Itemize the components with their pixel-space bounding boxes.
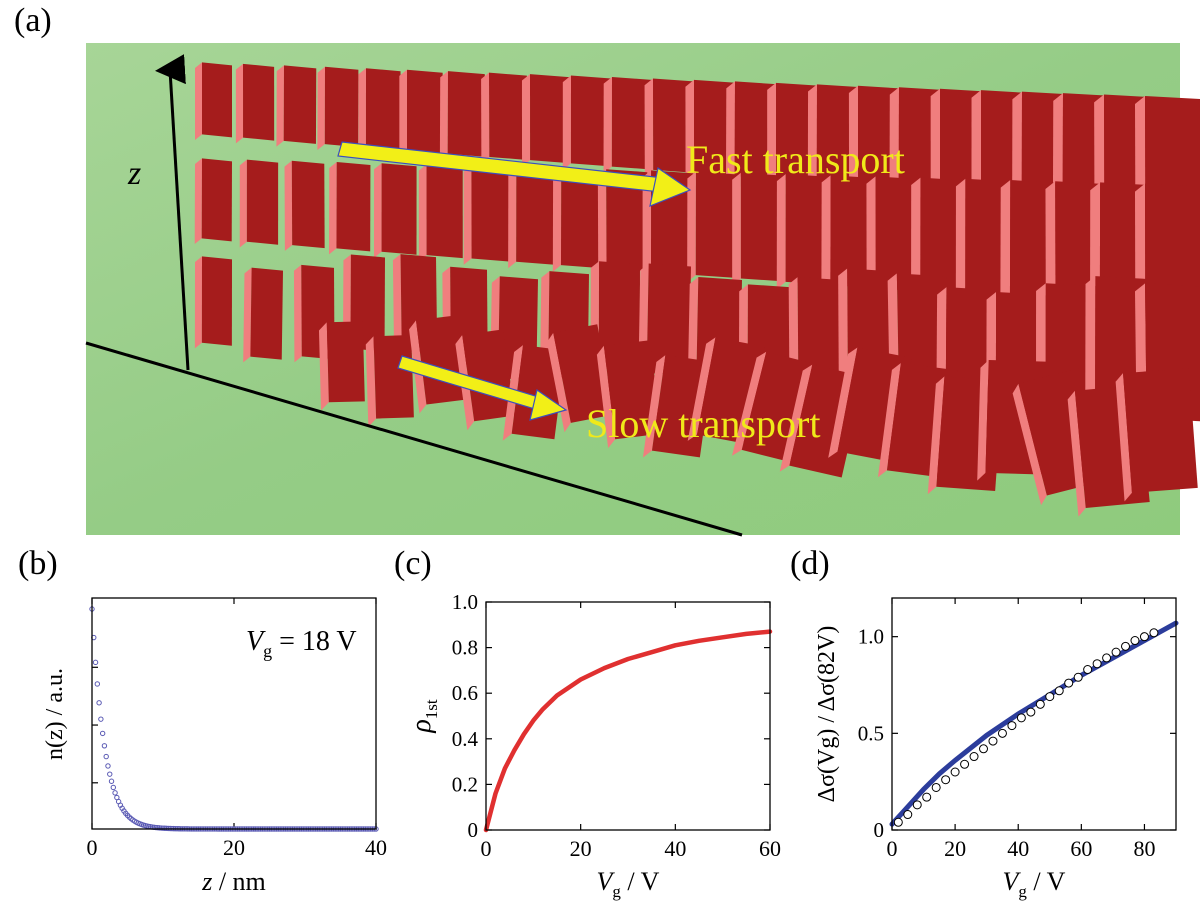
panel-label-a: (a) bbox=[14, 2, 52, 39]
chart-b-point bbox=[156, 825, 163, 831]
fast-transport-label: Fast transport bbox=[686, 137, 905, 182]
chart-d-frame bbox=[891, 597, 1177, 831]
chart-c-ytick-label: 1.0 bbox=[452, 590, 478, 614]
chart-d-point bbox=[1139, 632, 1149, 642]
z-axis-label: z bbox=[127, 155, 141, 192]
chart-b-point bbox=[107, 771, 113, 777]
chart-d-point bbox=[893, 817, 903, 827]
transport-illustration: z Fast transport Slow transport bbox=[85, 43, 1200, 537]
chart-d-point bbox=[941, 775, 951, 785]
chart-b-point bbox=[160, 825, 166, 831]
chart-d-point bbox=[950, 767, 960, 777]
chart-b-point bbox=[110, 784, 117, 791]
chart-b-point bbox=[105, 763, 111, 769]
chart-d-point bbox=[1064, 678, 1074, 688]
chart-b-xlabel: z / nm bbox=[201, 867, 266, 896]
chart-c-ylabel: ρ1st bbox=[406, 699, 441, 734]
chart-d-point bbox=[1035, 699, 1045, 709]
z-axis-line bbox=[155, 54, 190, 371]
chart-b-point bbox=[101, 743, 108, 749]
chart-d: 0 20 40 60 80 0 0.5 1.0 Vg / V Δσ(Vg) / Δσ(82V) bbox=[814, 597, 1179, 901]
chart-b-xtick-label: 0 bbox=[87, 835, 98, 860]
chart-c: 0 20 40 60 0 0.2 0.4 0.6 0.8 1.0 Vg / V ρ1st bbox=[406, 590, 781, 901]
chart-d-point bbox=[997, 728, 1007, 738]
chart-d-point bbox=[1007, 721, 1017, 731]
chart-c-series-line bbox=[483, 629, 773, 833]
chart-d-ytick-label: 0.5 bbox=[858, 721, 884, 745]
chart-d-point bbox=[903, 810, 913, 820]
baseline-edge bbox=[85, 341, 743, 537]
chart-b-point bbox=[99, 730, 106, 737]
chart-d-point bbox=[960, 759, 970, 769]
chart-b-point bbox=[158, 825, 164, 831]
chart-b-annotation: Vg = 18 V bbox=[246, 626, 357, 661]
chart-d-point bbox=[1026, 707, 1036, 717]
chart-c-xtick-label: 40 bbox=[664, 836, 686, 861]
chart-d-xtick-label: 20 bbox=[944, 836, 966, 861]
chart-d-point bbox=[1073, 672, 1083, 682]
chart-b-frame bbox=[91, 597, 377, 830]
chart-d-ytick-label: 0 bbox=[874, 818, 885, 842]
panel-label-d: (d) bbox=[790, 545, 830, 582]
chart-d-point bbox=[1130, 636, 1140, 646]
chart-d-point bbox=[1016, 713, 1026, 723]
chart-d-point bbox=[1083, 665, 1093, 675]
chart-d-point bbox=[988, 736, 998, 746]
chart-d-point bbox=[979, 744, 989, 754]
chart-d-fit-line bbox=[889, 620, 1179, 827]
chart-d-point bbox=[1149, 628, 1159, 638]
chart-d-xtick-label: 0 bbox=[887, 836, 898, 861]
fast-transport-arrow bbox=[337, 141, 692, 207]
chart-b-xtick-label: 40 bbox=[365, 835, 387, 860]
chart-b-point bbox=[98, 716, 104, 722]
chart-b-point bbox=[94, 681, 101, 687]
chart-b-point bbox=[92, 659, 99, 666]
chart-d-point bbox=[1092, 659, 1102, 669]
chart-d-point bbox=[1102, 653, 1112, 663]
chart-d-xtick-label: 40 bbox=[1007, 836, 1029, 861]
chart-d-point bbox=[1045, 692, 1055, 702]
chart-b-xtick-label: 20 bbox=[223, 835, 245, 860]
chart-c-xtick-label: 60 bbox=[759, 836, 781, 861]
chart-c-ytick-label: 0.2 bbox=[452, 772, 478, 796]
chart-d-point bbox=[1111, 647, 1121, 657]
chart-d-xlabel: Vg / V bbox=[1003, 867, 1066, 901]
chart-d-xtick-label: 60 bbox=[1070, 836, 1092, 861]
chart-b-point bbox=[103, 753, 109, 760]
chart-c-ytick-label: 0 bbox=[468, 818, 479, 842]
chart-b-point bbox=[162, 825, 168, 831]
panel-label-c: (c) bbox=[394, 545, 432, 582]
chart-d-point bbox=[969, 752, 979, 762]
chart-c-frame bbox=[485, 601, 771, 831]
chart-d-point bbox=[912, 800, 922, 810]
panel-label-b: (b) bbox=[18, 545, 58, 582]
chart-d-point bbox=[922, 792, 932, 802]
slow-transport-arrow bbox=[397, 355, 568, 421]
chart-d-ytick-label: 1.0 bbox=[858, 625, 884, 649]
chart-c-ytick-label: 0.4 bbox=[452, 727, 479, 751]
chart-c-xlabel: Vg / V bbox=[597, 867, 660, 901]
chart-c-xtick-label: 0 bbox=[481, 836, 492, 861]
chart-d-point bbox=[1121, 641, 1131, 651]
chart-d-point bbox=[1054, 686, 1064, 696]
chart-d-xtick-label: 80 bbox=[1133, 836, 1155, 861]
chart-b: 0 20 40 Vg = 18 V z / nm n(z) / a.u. bbox=[42, 597, 387, 896]
chart-d-ylabel: Δσ(Vg) / Δσ(82V) bbox=[814, 626, 840, 803]
molecular-plates bbox=[194, 62, 1200, 517]
chart-b-point bbox=[96, 700, 102, 706]
chart-d-point bbox=[931, 782, 941, 792]
slow-transport-label: Slow transport bbox=[586, 401, 820, 446]
chart-b-ylabel: n(z) / a.u. bbox=[42, 668, 68, 760]
chart-c-ytick-label: 0.8 bbox=[452, 636, 478, 660]
chart-c-xtick-label: 20 bbox=[570, 836, 592, 861]
chart-c-ytick-label: 0.6 bbox=[452, 681, 478, 705]
chart-b-point bbox=[108, 778, 115, 784]
chart-b-point bbox=[112, 790, 118, 796]
